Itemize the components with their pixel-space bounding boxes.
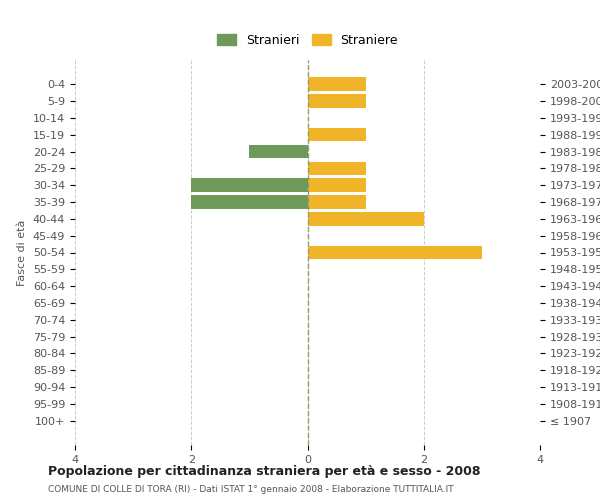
- Bar: [191, 196, 308, 209]
- Bar: [308, 94, 365, 108]
- Bar: [250, 145, 308, 158]
- Bar: [308, 162, 365, 175]
- Legend: Stranieri, Straniere: Stranieri, Straniere: [211, 28, 404, 53]
- Text: Popolazione per cittadinanza straniera per età e sesso - 2008: Popolazione per cittadinanza straniera p…: [48, 465, 481, 478]
- Y-axis label: Fasce di età: Fasce di età: [17, 220, 28, 286]
- Bar: [308, 78, 365, 91]
- Text: COMUNE DI COLLE DI TORA (RI) - Dati ISTAT 1° gennaio 2008 - Elaborazione TUTTITA: COMUNE DI COLLE DI TORA (RI) - Dati ISTA…: [48, 485, 454, 494]
- Bar: [308, 246, 482, 259]
- Bar: [308, 196, 365, 209]
- Bar: [191, 178, 308, 192]
- Bar: [308, 212, 424, 226]
- Bar: [308, 128, 365, 141]
- Bar: [308, 178, 365, 192]
